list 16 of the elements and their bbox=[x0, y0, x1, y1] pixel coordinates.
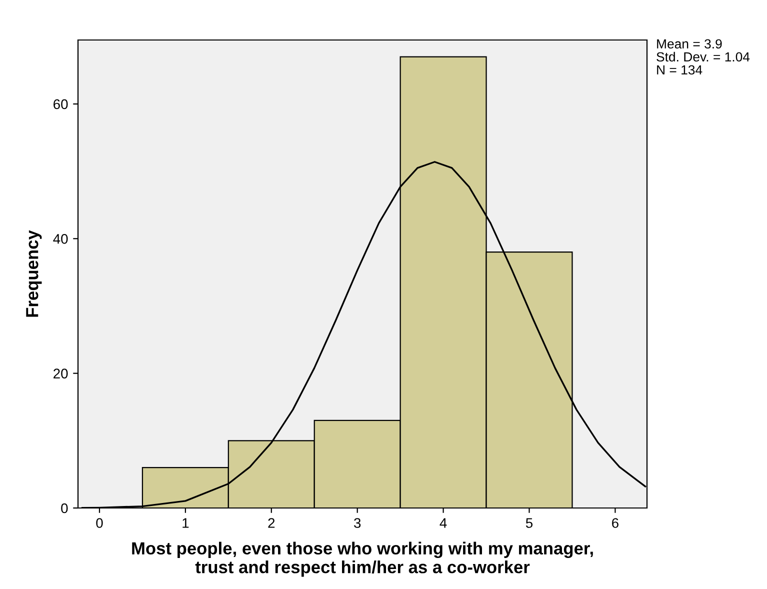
x-axis-title: Most people, even those who working with my manager, trust and respect him/her as a co-worker bbox=[132, 542, 593, 577]
y-tick-label: 60 bbox=[54, 99, 68, 110]
x-tick-label: 5 bbox=[526, 518, 533, 528]
text: N = 134 bbox=[657, 65, 702, 75]
x-tick-label: 4 bbox=[440, 518, 447, 528]
x-tick-label: 2 bbox=[268, 518, 275, 528]
y-tick-label: 40 bbox=[53, 234, 68, 244]
x-tick-label: 3 bbox=[354, 518, 361, 528]
y-tick-label: 0 bbox=[61, 503, 68, 514]
y-tick-label: 20 bbox=[54, 368, 68, 378]
x-tick-label: 0 bbox=[96, 518, 103, 528]
y-axis-title: Frequency bbox=[26, 230, 42, 317]
text: Std. Dev. = 1.04 bbox=[656, 52, 750, 62]
x-tick-label: 1 bbox=[182, 518, 189, 528]
text: Mean = 3.9 bbox=[657, 39, 722, 49]
x-tick-label: 6 bbox=[612, 518, 618, 528]
